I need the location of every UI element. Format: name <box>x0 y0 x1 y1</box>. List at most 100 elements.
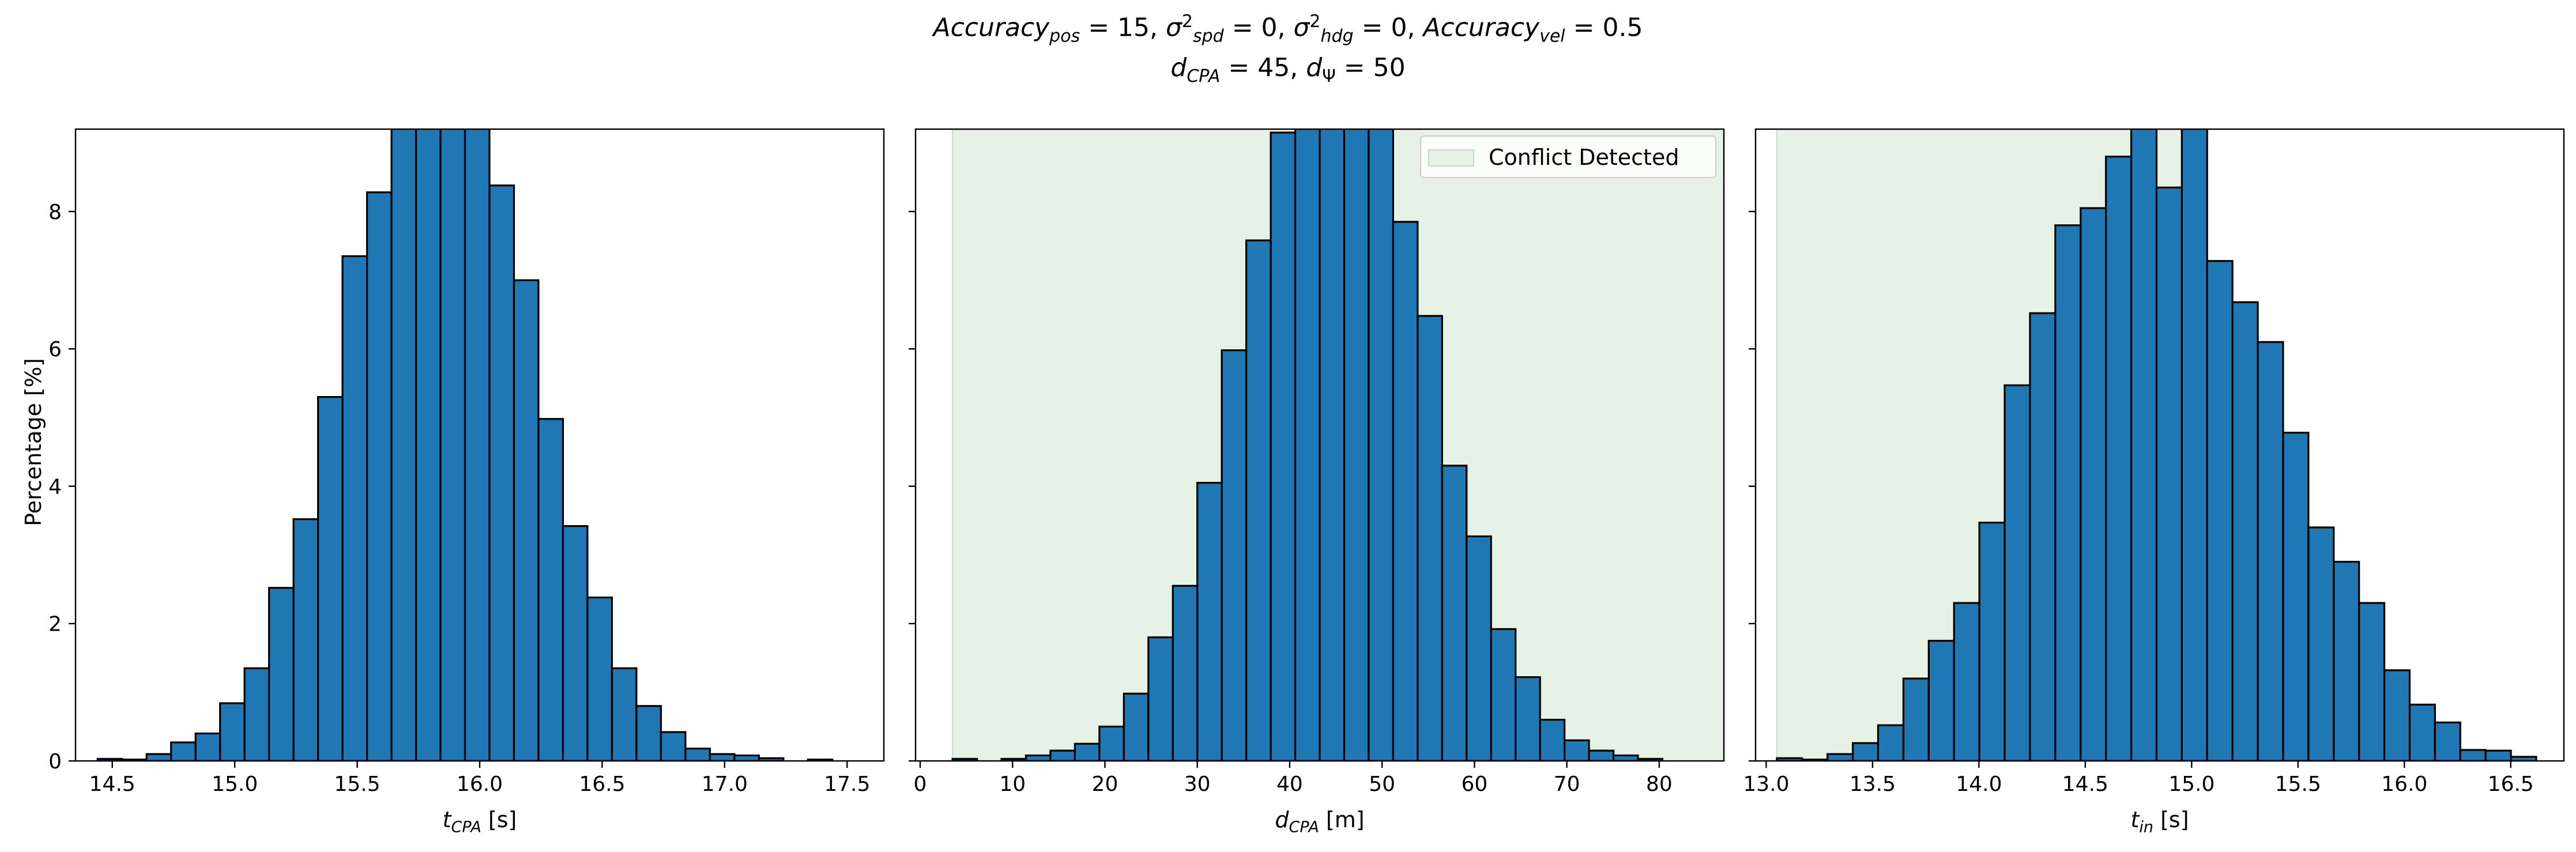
y-tick-label: 6 <box>48 338 62 361</box>
histogram-bar <box>1564 739 1590 761</box>
histogram-bar <box>660 731 687 761</box>
histogram-bar <box>1294 129 1321 761</box>
y-tick-label: 2 <box>48 613 62 636</box>
histogram-bar <box>1368 129 1394 761</box>
histogram-bar <box>2231 301 2259 761</box>
y-tick-label: 8 <box>48 201 62 224</box>
histogram-bar <box>709 753 736 761</box>
x-tick-label: 15.0 <box>2168 772 2215 796</box>
x-tick-label: 70 <box>1554 772 1580 796</box>
histogram-bar <box>1826 753 1854 761</box>
histogram-bar <box>341 255 368 761</box>
x-tick-label: 60 <box>1461 772 1487 796</box>
legend-swatch <box>1428 149 1474 167</box>
subplot-1: 14.5 15.0 15.5 16.0 16.5 17.0 17.5 0 2 4 6 8 <box>48 128 885 796</box>
histogram-bar <box>1466 535 1492 761</box>
histogram-bar <box>2180 129 2208 761</box>
histogram-bar <box>2383 669 2411 761</box>
x-tick-label: 0 <box>914 772 927 796</box>
histogram-bar <box>2003 384 2031 761</box>
histogram-bar <box>1196 481 1223 761</box>
histogram-bar <box>1539 718 1566 761</box>
figure-title-line2: dCPA = 45, dΨ = 50 <box>1170 53 1406 86</box>
histogram-bar <box>635 705 662 761</box>
histogram-bar <box>1441 465 1468 761</box>
histogram-bar <box>439 129 466 761</box>
histogram-bar <box>1588 749 1615 761</box>
y-tick-label: 4 <box>48 475 62 499</box>
x-tick-label: 20 <box>1092 772 1118 796</box>
x-tick-label: 13.5 <box>1850 772 1896 796</box>
histogram-bar <box>1417 315 1443 761</box>
histogram-bar <box>2080 207 2107 761</box>
histogram-bar <box>1319 129 1346 761</box>
histogram-bar <box>1978 522 2006 761</box>
histogram-bar <box>2358 602 2386 761</box>
subplot-3: 13.0 13.5 14.0 14.5 15.0 15.5 16.0 16.5 <box>1743 128 2565 796</box>
histogram-bar <box>464 129 491 761</box>
histogram-bar <box>1049 749 1076 761</box>
x-tick-label: 15.0 <box>212 772 258 796</box>
histogram-bar <box>1637 757 1664 761</box>
histogram-bar <box>1877 724 1905 761</box>
histogram-bar <box>317 396 344 761</box>
histogram-bar <box>1392 221 1419 761</box>
histogram-bar <box>2155 186 2183 761</box>
histogram-bar <box>243 667 270 761</box>
histogram-bar <box>1490 628 1517 761</box>
axes-frame <box>914 128 1725 762</box>
x-tick-label: 16.5 <box>579 772 625 796</box>
x-axis-label-1: tCPA [s] <box>442 807 517 836</box>
x-tick-label: 14.5 <box>89 772 135 796</box>
x-tick-label: 15.5 <box>2275 772 2321 796</box>
histogram-bar <box>2257 341 2284 761</box>
x-axis-label-2: dCPA [m] <box>1275 807 1365 836</box>
legend: Conflict Detected <box>1420 135 1716 178</box>
histogram-bar <box>219 702 246 761</box>
histogram-bar <box>1343 129 1370 761</box>
histogram-bar <box>2282 431 2310 761</box>
x-tick-label: 40 <box>1276 772 1303 796</box>
x-tick-label: 14.0 <box>1956 772 2002 796</box>
x-tick-label: 50 <box>1369 772 1395 796</box>
histogram-bar <box>2459 749 2487 761</box>
histogram-bar <box>684 747 711 761</box>
histogram-bar <box>2105 156 2133 761</box>
histogram-bar <box>1953 602 1980 761</box>
histogram-bar <box>1270 131 1297 761</box>
histogram-bar <box>2333 560 2360 761</box>
histogram-bar <box>513 279 540 761</box>
x-tick-label: 15.5 <box>334 772 380 796</box>
histogram-bar <box>611 667 638 761</box>
x-tick-label: 16.5 <box>2488 772 2534 796</box>
y-axis-label: Percentage [%] <box>21 358 46 526</box>
axes-frame <box>1754 128 2565 762</box>
figure-title-line1: Accuracypos = 15, σ2spd = 0, σ2hdg = 0, … <box>933 12 1643 47</box>
x-tick-label: 80 <box>1646 772 1673 796</box>
x-tick-label: 30 <box>1184 772 1211 796</box>
histogram-bar <box>2054 224 2082 761</box>
histogram-bar <box>1074 742 1101 761</box>
histogram-bar <box>1123 692 1150 761</box>
histogram-bar <box>2484 749 2512 761</box>
histogram-bar <box>586 596 613 761</box>
histogram-bar <box>2434 721 2461 761</box>
histogram-bar <box>366 191 393 761</box>
subplot-2: 0 10 20 30 40 50 60 70 80 Conflict Detected <box>909 128 1725 796</box>
histogram-bar <box>1221 349 1248 761</box>
x-tick-label: 16.0 <box>2381 772 2427 796</box>
histogram-bar <box>2029 312 2057 761</box>
histogram-bar <box>145 753 172 761</box>
x-tick-label: 13.0 <box>1743 772 1789 796</box>
histogram-bar <box>415 129 442 761</box>
legend-label: Conflict Detected <box>1489 145 1679 170</box>
histogram-bar <box>1902 677 1930 761</box>
histogram-bar <box>292 518 319 761</box>
histogram-bar <box>194 732 221 761</box>
histogram-bar <box>1025 754 1052 761</box>
y-tick-label: 0 <box>48 750 62 774</box>
histogram-bar <box>2408 703 2436 761</box>
histogram-bar <box>537 418 564 761</box>
histogram-bar <box>1852 742 1880 761</box>
